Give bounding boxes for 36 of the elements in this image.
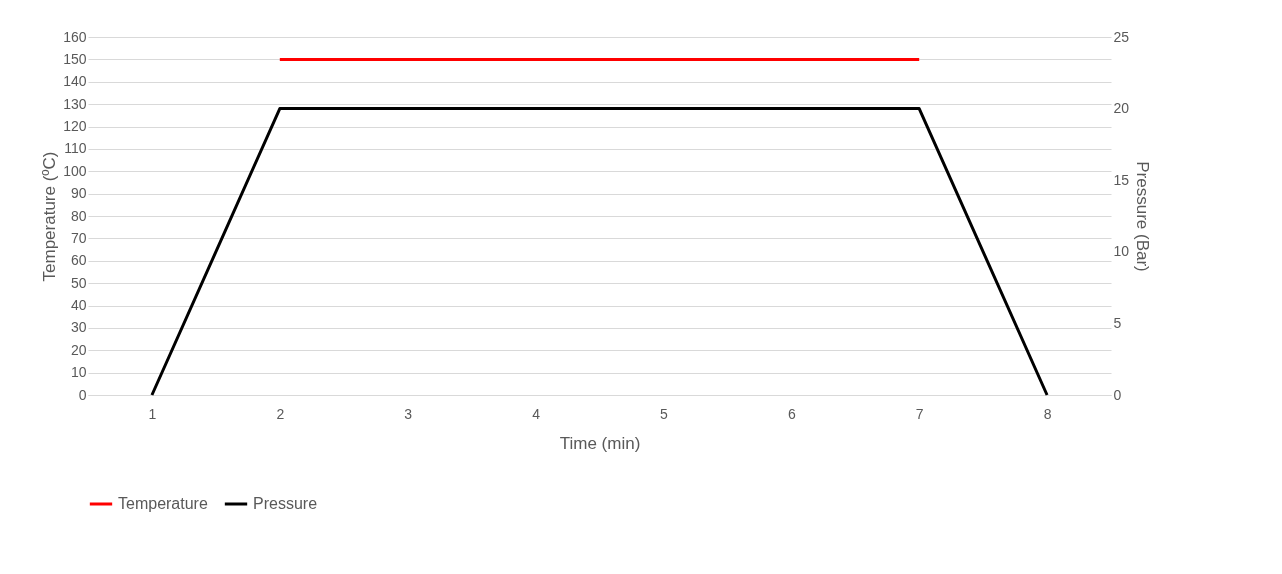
y2-tick-label: 20 <box>1113 100 1130 117</box>
y2-tick-label: 0 <box>1113 386 1122 403</box>
legend-label: Temperature <box>118 495 208 512</box>
x-tick-label: 5 <box>660 405 669 422</box>
y-tick-label: 90 <box>70 185 87 202</box>
y-tick-label: 120 <box>63 118 87 134</box>
x-tick-label: 6 <box>787 405 796 422</box>
x-axis-title: Time (min) <box>559 433 641 453</box>
x-tick-label: 1 <box>148 405 157 422</box>
y-tick-label: 150 <box>63 50 87 67</box>
y-tick-label: 70 <box>70 229 87 246</box>
x-tick-label: 2 <box>276 405 285 422</box>
y-tick-label: 110 <box>64 140 87 157</box>
y-tick-label: 20 <box>70 341 87 358</box>
y-tick-label: 30 <box>70 319 87 336</box>
y-tick-label: 50 <box>70 274 87 291</box>
y2-tick-label: 10 <box>1113 243 1130 260</box>
y-tick-label: 10 <box>70 364 87 381</box>
y-tick-label: 100 <box>63 162 87 179</box>
y-tick-label: 40 <box>70 297 87 313</box>
y2-tick-label: 5 <box>1113 314 1122 331</box>
x-tick-label: 3 <box>404 405 413 422</box>
y2-axis-title: Pressure (Bar) <box>1133 161 1153 272</box>
x-tick-label: 7 <box>915 405 924 422</box>
y-tick-label: 60 <box>70 252 87 269</box>
y-axis-title: Temperature (ºC) <box>40 151 60 282</box>
y2-tick-label: 25 <box>1113 28 1130 45</box>
y-tick-label: 0 <box>78 386 87 403</box>
legend-label: Pressure <box>253 495 318 512</box>
y-tick-label: 160 <box>63 28 87 45</box>
y-tick-label: 140 <box>63 73 87 90</box>
x-tick-label: 4 <box>532 405 541 422</box>
y2-tick-label: 15 <box>1113 171 1130 188</box>
y-tick-label: 80 <box>70 207 87 224</box>
y-tick-label: 130 <box>63 95 87 112</box>
x-tick-label: 8 <box>1043 405 1052 422</box>
